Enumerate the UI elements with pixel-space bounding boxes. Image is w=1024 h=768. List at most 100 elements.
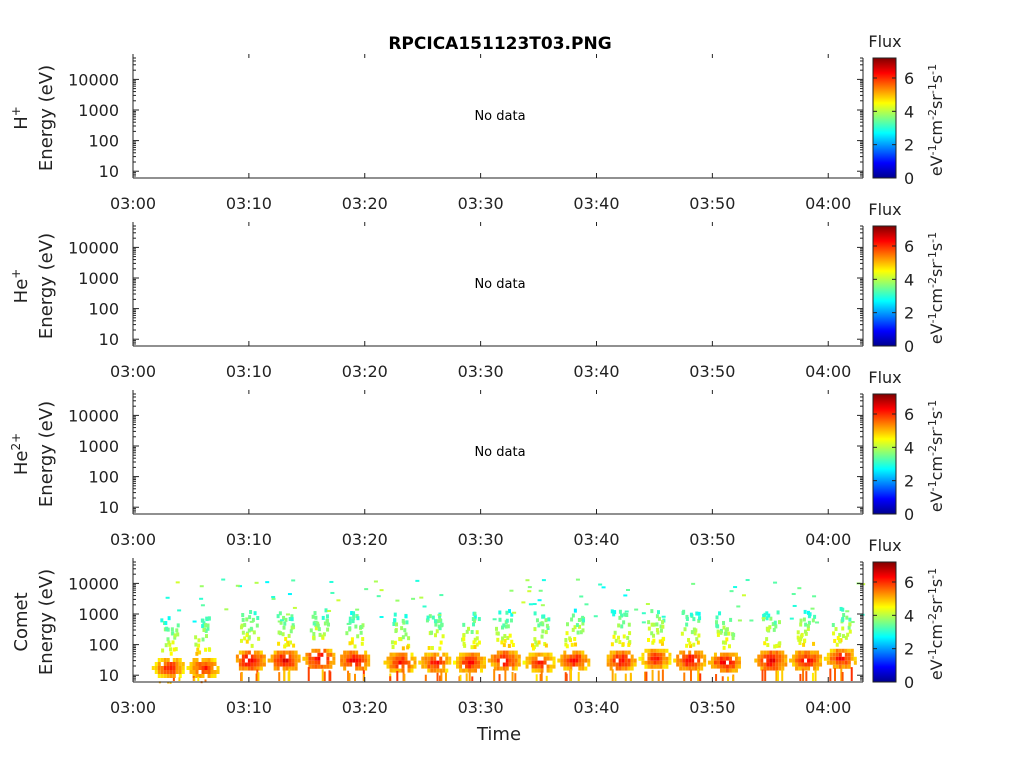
flux-cell: [327, 609, 332, 612]
flux-cell: [437, 613, 442, 616]
flux-cell: [427, 652, 431, 657]
flux-cell: [571, 613, 575, 618]
flux-cell: [462, 668, 466, 673]
flux-cell: [811, 618, 815, 623]
flux-cell: [806, 624, 810, 629]
flux-cell: [841, 660, 845, 665]
flux-cell: [609, 666, 613, 671]
flux-cell: [355, 658, 359, 663]
flux-cell: [656, 660, 660, 665]
flux-cell: [850, 667, 853, 681]
flux-cell: [294, 654, 298, 659]
flux-cell: [474, 660, 478, 665]
flux-cell: [668, 660, 672, 665]
flux-cell: [798, 658, 802, 663]
flux-cell: [624, 673, 627, 681]
flux-cell: [662, 636, 666, 641]
burst-7: [383, 612, 417, 681]
flux-cell: [527, 590, 532, 593]
flux-cell: [517, 662, 521, 667]
flux-cell: [442, 652, 446, 657]
flux-cell: [659, 628, 663, 633]
flux-cell: [171, 640, 175, 645]
flux-cell: [435, 629, 439, 634]
flux-cell: [835, 648, 839, 653]
flux-cell: [812, 595, 817, 598]
flux-cell: [781, 666, 785, 671]
flux-cell: [250, 658, 254, 663]
flux-cell: [473, 614, 477, 619]
burst-3: [235, 610, 266, 681]
flux-cell: [575, 654, 579, 659]
flux-cell: [256, 666, 260, 671]
flux-cell: [166, 673, 170, 678]
flux-cell: [311, 660, 315, 665]
flux-cell: [656, 656, 660, 661]
flux-cell: [577, 617, 581, 622]
flux-cell: [425, 618, 429, 623]
flux-cell: [617, 623, 621, 628]
flux-cell: [641, 612, 646, 615]
flux-cell: [552, 656, 556, 661]
flux-cell: [410, 668, 414, 673]
flux-cell: [514, 673, 517, 681]
flux-cell: [471, 676, 474, 681]
flux-cell: [419, 596, 424, 599]
flux-cell: [361, 658, 365, 663]
flux-cell: [819, 658, 823, 663]
flux-cell: [624, 610, 629, 613]
flux-cell: [691, 658, 695, 663]
flux-cell: [480, 664, 484, 669]
colorbar-tick-label: 0: [904, 337, 914, 356]
flux-cell: [471, 656, 475, 661]
flux-cell: [352, 611, 356, 616]
no-data-message: No data: [474, 109, 525, 124]
flux-cell: [361, 637, 365, 642]
flux-cell: [540, 670, 543, 681]
flux-cell: [645, 671, 648, 681]
flux-cell: [623, 612, 627, 617]
x-tick-label: 03:30: [458, 698, 504, 717]
flux-cell: [650, 648, 654, 653]
flux-cell: [291, 650, 295, 655]
flux-cell: [207, 616, 211, 621]
flux-cell: [840, 668, 843, 681]
flux-cell: [692, 627, 696, 632]
flux-cell: [430, 652, 434, 657]
flux-cell: [490, 654, 494, 659]
flux-cell: [160, 673, 164, 678]
flux-cell: [167, 640, 171, 645]
flux-cell: [265, 581, 270, 584]
flux-cell: [493, 662, 497, 667]
flux-cell: [195, 669, 199, 674]
x-tick-label: 03:10: [226, 530, 272, 549]
flux-cell: [353, 644, 357, 649]
flux-cell: [181, 661, 185, 666]
flux-cell: [795, 662, 799, 667]
flux-cell: [715, 620, 719, 625]
flux-cell: [207, 665, 211, 670]
flux-cell: [439, 675, 442, 681]
flux-cell: [436, 664, 440, 669]
flux-cell: [781, 658, 785, 663]
flux-cell: [297, 658, 301, 663]
flux-cell: [685, 643, 689, 648]
flux-cell: [616, 635, 620, 640]
flux-cell: [609, 650, 613, 655]
flux-cell: [844, 652, 848, 657]
flux-cell: [314, 615, 318, 620]
flux-cell: [439, 660, 443, 665]
flux-cell: [806, 610, 810, 615]
flux-cell: [462, 641, 466, 646]
burst-19: [823, 606, 857, 681]
flux-cell: [395, 656, 399, 661]
flux-cell: [575, 578, 580, 581]
flux-cell: [534, 664, 538, 669]
flux-cell: [792, 604, 797, 607]
flux-cell: [173, 633, 177, 638]
flux-cell: [192, 669, 196, 674]
flux-cell: [201, 657, 205, 662]
flux-cell: [731, 652, 735, 657]
flux-cell: [238, 650, 242, 655]
flux-cell: [665, 648, 669, 653]
